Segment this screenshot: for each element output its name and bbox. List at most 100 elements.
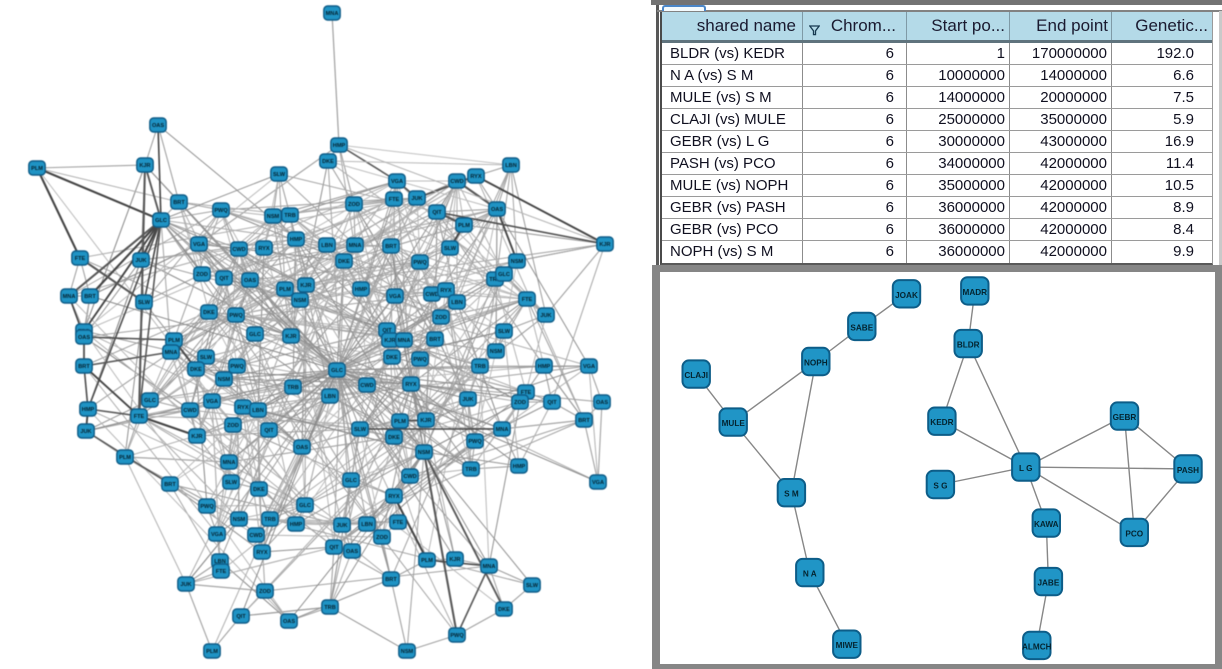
- svg-text:SLW: SLW: [526, 583, 539, 589]
- svg-text:GLC: GLC: [299, 503, 311, 509]
- svg-text:OAS: OAS: [244, 278, 256, 284]
- svg-text:CWD: CWD: [403, 474, 416, 480]
- svg-text:GEBR: GEBR: [1113, 413, 1137, 422]
- svg-text:QIT: QIT: [382, 328, 392, 334]
- svg-text:BRT: BRT: [429, 337, 441, 343]
- svg-text:TRB: TRB: [465, 467, 477, 473]
- svg-text:NSM: NSM: [233, 517, 246, 523]
- svg-text:JUK: JUK: [336, 523, 347, 529]
- svg-text:N A: N A: [803, 570, 817, 579]
- svg-text:RYX: RYX: [258, 246, 270, 252]
- svg-text:MNA: MNA: [165, 350, 178, 356]
- svg-text:TRB: TRB: [324, 605, 336, 611]
- svg-text:MNA: MNA: [63, 294, 76, 300]
- svg-text:MNA: MNA: [349, 243, 362, 249]
- svg-text:SLW: SLW: [498, 329, 511, 335]
- svg-text:HMP: HMP: [333, 143, 346, 149]
- svg-text:ZOD: ZOD: [259, 589, 271, 595]
- svg-text:OAS: OAS: [346, 549, 358, 555]
- svg-text:PWQ: PWQ: [468, 439, 482, 445]
- svg-text:KEDR: KEDR: [930, 418, 953, 427]
- svg-text:OAS: OAS: [596, 400, 608, 406]
- svg-text:JUK: JUK: [411, 196, 422, 202]
- svg-text:LBN: LBN: [361, 522, 373, 528]
- svg-text:JABE: JABE: [1037, 579, 1059, 588]
- svg-text:S G: S G: [933, 482, 947, 491]
- svg-text:HMP: HMP: [82, 407, 95, 413]
- svg-text:GLC: GLC: [144, 398, 156, 404]
- svg-text:SABE: SABE: [850, 323, 873, 332]
- svg-text:CWD: CWD: [360, 383, 373, 389]
- svg-text:BRT: BRT: [385, 577, 397, 583]
- svg-text:NSM: NSM: [294, 298, 307, 304]
- svg-text:HMP: HMP: [290, 237, 303, 243]
- svg-text:VGA: VGA: [592, 480, 604, 486]
- svg-text:MADR: MADR: [963, 288, 988, 297]
- svg-text:CWD: CWD: [425, 292, 438, 298]
- svg-text:PWQ: PWQ: [450, 633, 464, 639]
- svg-text:NOPH: NOPH: [804, 359, 828, 368]
- svg-text:CWD: CWD: [249, 533, 262, 539]
- svg-text:ZOD: ZOD: [435, 315, 447, 321]
- svg-text:ZOD: ZOD: [514, 400, 526, 406]
- svg-text:FTE: FTE: [216, 569, 227, 575]
- svg-text:CWD: CWD: [232, 247, 245, 253]
- svg-text:MIWE: MIWE: [836, 641, 859, 650]
- svg-text:JUK: JUK: [540, 313, 551, 319]
- svg-text:MNA: MNA: [496, 427, 509, 433]
- svg-text:BRT: BRT: [78, 364, 90, 370]
- svg-text:VGA: VGA: [583, 364, 595, 370]
- svg-text:PLM: PLM: [394, 419, 406, 425]
- svg-text:LBN: LBN: [505, 163, 517, 169]
- svg-text:RYX: RYX: [440, 288, 452, 294]
- svg-text:BRT: BRT: [84, 294, 96, 300]
- svg-text:DKE: DKE: [498, 607, 510, 613]
- svg-text:KJR: KJR: [449, 557, 460, 563]
- svg-text:NSM: NSM: [218, 377, 231, 383]
- svg-text:DKE: DKE: [253, 487, 265, 493]
- svg-text:CWD: CWD: [450, 179, 463, 185]
- svg-text:RYX: RYX: [256, 550, 268, 556]
- svg-text:PWQ: PWQ: [229, 313, 243, 319]
- svg-text:GLC: GLC: [155, 218, 167, 224]
- svg-text:PWQ: PWQ: [413, 260, 427, 266]
- svg-text:CLAJI: CLAJI: [684, 371, 708, 380]
- svg-text:DKE: DKE: [203, 310, 215, 316]
- svg-text:ZOD: ZOD: [348, 202, 360, 208]
- svg-text:SLW: SLW: [444, 246, 457, 252]
- svg-text:PWQ: PWQ: [200, 504, 214, 510]
- svg-text:OAS: OAS: [152, 123, 164, 129]
- svg-text:SLW: SLW: [225, 480, 238, 486]
- svg-text:TRB: TRB: [474, 364, 486, 370]
- svg-text:PLM: PLM: [458, 223, 470, 229]
- svg-text:NSM: NSM: [401, 649, 414, 655]
- svg-text:TRB: TRB: [489, 277, 501, 283]
- svg-text:VGA: VGA: [193, 242, 205, 248]
- svg-text:MNA: MNA: [398, 338, 411, 344]
- svg-text:TRB: TRB: [284, 213, 296, 219]
- svg-text:SLW: SLW: [138, 300, 151, 306]
- svg-text:FTE: FTE: [522, 297, 533, 303]
- svg-text:SLW: SLW: [200, 355, 213, 361]
- svg-text:SLW: SLW: [354, 427, 367, 433]
- svg-text:KJR: KJR: [599, 242, 610, 248]
- svg-text:QIT: QIT: [547, 400, 557, 406]
- svg-text:DKE: DKE: [190, 367, 202, 373]
- svg-text:LBN: LBN: [324, 394, 336, 400]
- svg-text:KJR: KJR: [384, 338, 395, 344]
- svg-text:DKE: DKE: [386, 355, 398, 361]
- svg-text:JOAK: JOAK: [895, 291, 918, 300]
- svg-text:ZOD: ZOD: [196, 272, 208, 278]
- svg-text:GLC: GLC: [345, 478, 357, 484]
- svg-text:BRT: BRT: [173, 200, 185, 206]
- svg-text:PWQ: PWQ: [230, 364, 244, 370]
- svg-text:QIT: QIT: [236, 614, 246, 620]
- svg-text:ZOD: ZOD: [376, 535, 388, 541]
- svg-text:BRT: BRT: [164, 482, 176, 488]
- svg-text:RYX: RYX: [388, 494, 400, 500]
- svg-text:LBN: LBN: [252, 408, 264, 414]
- svg-text:LBN: LBN: [214, 559, 226, 565]
- svg-text:OAS: OAS: [491, 207, 503, 213]
- svg-text:VGA: VGA: [211, 532, 223, 538]
- svg-text:PASH: PASH: [1177, 466, 1199, 475]
